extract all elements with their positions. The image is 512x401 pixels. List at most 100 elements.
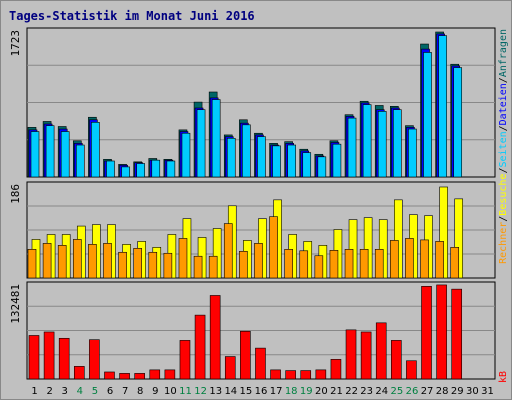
bar-rechner-15 <box>239 250 248 279</box>
bar-seiten-3 <box>60 131 70 178</box>
y-max-label-bottom: 132481 <box>9 284 22 324</box>
legend-top-legend-part: / <box>498 77 509 83</box>
x-tick-label-31: 31 <box>481 386 494 397</box>
bar-rechner-3 <box>57 245 67 279</box>
legend-top-legend-part: / <box>498 125 509 131</box>
bar-rechner-8 <box>133 248 142 279</box>
x-tick-label-15: 15 <box>240 386 253 397</box>
x-tick-label-18: 18 <box>285 386 298 397</box>
bar-kb-6 <box>104 371 115 380</box>
bar-seiten-28 <box>438 35 447 178</box>
bar-seiten-7 <box>121 166 130 178</box>
bar-kb-11 <box>179 340 191 380</box>
bar-kb-15 <box>240 330 251 380</box>
bar-rechner-14 <box>223 223 233 279</box>
x-tick-label-27: 27 <box>421 386 434 397</box>
bar-seiten-22 <box>347 117 357 178</box>
bar-seiten-8 <box>136 163 145 178</box>
bar-kb-23 <box>360 331 372 380</box>
x-tick-label-11: 11 <box>179 386 192 397</box>
legend-top-legend-part: Dateien <box>498 83 509 125</box>
bar-seiten-27 <box>423 52 432 178</box>
bar-kb-7 <box>119 373 130 380</box>
bar-kb-16 <box>255 347 266 380</box>
x-tick-label-6: 6 <box>107 386 113 397</box>
bar-rechner-18 <box>284 249 293 279</box>
bar-rechner-11 <box>178 238 188 279</box>
bar-kb-1 <box>28 335 40 380</box>
bar-rechner-16 <box>254 243 263 279</box>
x-tick-label-23: 23 <box>360 386 373 397</box>
y-max-label-middle: 186 <box>9 184 22 204</box>
x-tick-label-24: 24 <box>375 386 388 397</box>
bar-kb-28 <box>436 284 447 380</box>
bar-rechner-7 <box>118 251 127 279</box>
bar-kb-17 <box>270 369 281 380</box>
bar-seiten-2 <box>45 125 55 178</box>
x-tick-label-26: 26 <box>406 386 419 397</box>
legend-top-legend: Rechner/Besuche/Seiten/Dateien/Anfragen <box>498 29 509 264</box>
bar-rechner-23 <box>359 249 369 279</box>
x-tick-label-7: 7 <box>122 386 128 397</box>
bar-rechner-12 <box>193 255 203 279</box>
bar-kb-19 <box>300 370 312 380</box>
bar-kb-21 <box>330 359 342 380</box>
bar-rechner-28 <box>435 241 444 279</box>
bar-rechner-6 <box>103 243 112 279</box>
bar-seiten-4 <box>75 144 85 178</box>
bar-seiten-21 <box>332 143 342 178</box>
x-tick-label-30: 30 <box>466 386 479 397</box>
x-tick-label-16: 16 <box>255 386 268 397</box>
bar-seiten-26 <box>408 128 417 178</box>
bar-rechner-26 <box>405 238 414 279</box>
bar-seiten-9 <box>151 159 161 178</box>
bar-seiten-15 <box>242 124 251 178</box>
x-tick-label-13: 13 <box>209 386 222 397</box>
bar-kb-13 <box>209 295 221 380</box>
bar-seiten-14 <box>226 137 236 178</box>
bar-rechner-9 <box>148 251 158 279</box>
x-tick-label-10: 10 <box>164 386 177 397</box>
bar-kb-24 <box>375 322 387 380</box>
x-tick-label-9: 9 <box>152 386 158 397</box>
x-tick-label-5: 5 <box>92 386 98 397</box>
bar-seiten-25 <box>393 109 402 178</box>
bar-seiten-12 <box>196 109 206 178</box>
bar-rechner-22 <box>344 249 354 279</box>
x-tick-label-21: 21 <box>330 386 343 397</box>
x-tick-label-22: 22 <box>345 386 358 397</box>
bar-kb-2 <box>43 331 55 380</box>
x-tick-label-14: 14 <box>224 386 237 397</box>
bar-seiten-1 <box>30 131 40 178</box>
bar-seiten-23 <box>362 104 372 178</box>
bar-seiten-20 <box>317 156 327 178</box>
legend-top-legend-part: / <box>498 216 509 222</box>
legend-top-legend-part: Besuche <box>498 174 509 216</box>
x-tick-label-12: 12 <box>194 386 207 397</box>
bar-kb-18 <box>285 370 296 380</box>
x-tick-label-8: 8 <box>137 386 143 397</box>
bar-seiten-24 <box>377 111 387 178</box>
legend-kb: kB <box>498 371 509 383</box>
x-tick-label-3: 3 <box>62 386 68 397</box>
bar-kb-5 <box>89 339 100 380</box>
bar-rechner-19 <box>299 250 309 279</box>
bar-seiten-16 <box>257 136 266 178</box>
bar-kb-25 <box>391 340 402 380</box>
x-tick-label-17: 17 <box>270 386 283 397</box>
x-tick-label-28: 28 <box>436 386 449 397</box>
bar-rechner-13 <box>208 255 218 279</box>
bar-seiten-13 <box>211 99 221 178</box>
x-tick-label-4: 4 <box>77 386 83 397</box>
bar-rechner-25 <box>390 240 399 279</box>
legend-top-legend-part: Anfragen <box>498 29 509 77</box>
x-tick-label-2: 2 <box>46 386 52 397</box>
bar-seiten-29 <box>453 67 463 178</box>
x-tick-label-1: 1 <box>31 386 37 397</box>
bar-seiten-11 <box>181 132 191 178</box>
bar-kb-20 <box>315 369 327 380</box>
bar-seiten-5 <box>91 121 100 178</box>
bar-kb-26 <box>406 360 417 380</box>
